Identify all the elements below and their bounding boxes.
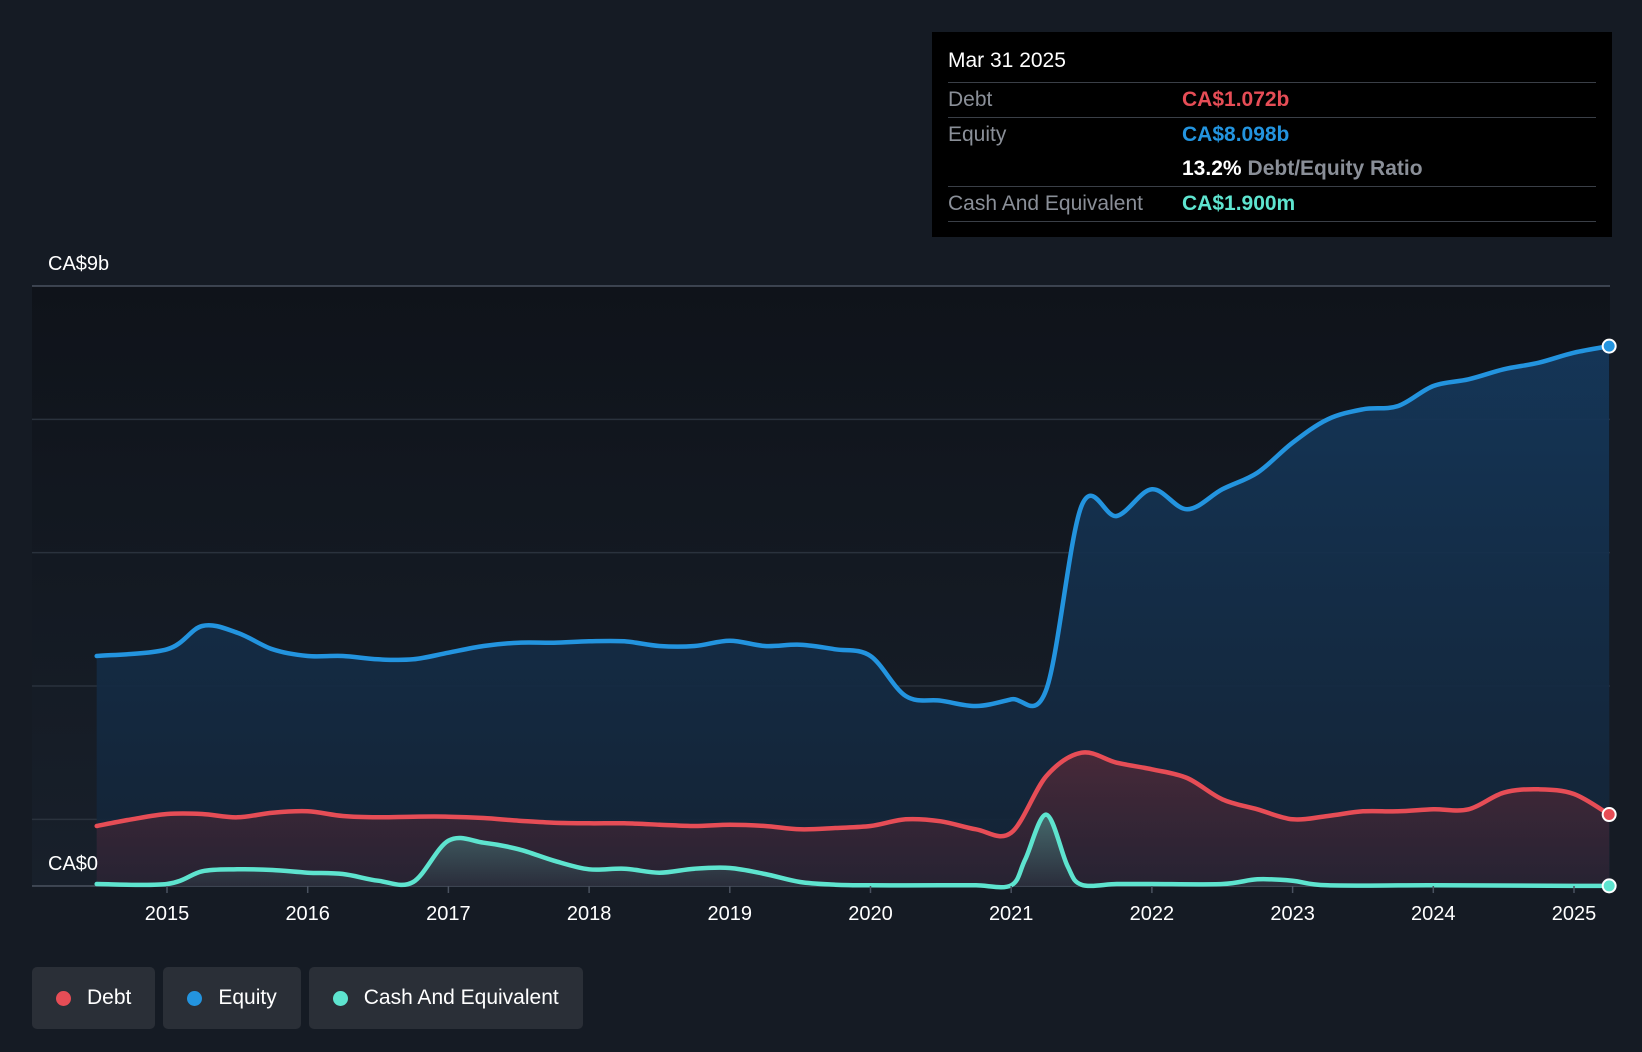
x-tick-label: 2024 xyxy=(1411,903,1456,925)
legend-item-debt[interactable]: Debt xyxy=(32,967,156,1029)
x-tick-label: 2017 xyxy=(426,903,471,925)
legend-cash-dot-icon xyxy=(332,990,348,1006)
tooltip-debt-row: Debt CA$1.072b xyxy=(948,82,1596,117)
tooltip-ratio-value: 13.2% xyxy=(1182,157,1242,180)
tooltip-debt-label: Debt xyxy=(948,88,993,111)
legend-equity-dot-icon xyxy=(187,990,203,1006)
y-axis-max-label: CA$9b xyxy=(48,253,109,275)
equity-area xyxy=(96,346,1610,887)
tooltip-date: Mar 31 2025 xyxy=(948,49,1066,72)
x-axis-ticks: 2015 2016 2017 2018 2019 2020 2021 2022 2023 2024… xyxy=(145,886,1597,925)
legend-debt-dot-icon xyxy=(56,990,71,1006)
legend-equity-label: Equity xyxy=(218,986,277,1009)
tooltip-cash-label: Cash And Equivalent xyxy=(948,192,1143,215)
legend-cash-label: Cash And Equivalent xyxy=(363,986,559,1009)
legend: Debt Equity Cash And Equivalent xyxy=(32,967,583,1029)
x-tick-label: 2022 xyxy=(1130,903,1175,925)
x-tick-label: 2015 xyxy=(145,903,190,925)
tooltip-equity-label: Equity xyxy=(948,123,1007,146)
x-tick-label: 2016 xyxy=(285,903,330,925)
legend-debt-label: Debt xyxy=(87,986,132,1009)
tooltip-ratio-label: Debt/Equity Ratio xyxy=(1247,157,1423,180)
tooltip-debt-value: CA$1.072b xyxy=(1182,88,1290,111)
legend-item-equity[interactable]: Equity xyxy=(163,967,301,1029)
cash-area xyxy=(96,814,1610,888)
series-end-markers xyxy=(1601,338,1617,894)
equity-line xyxy=(94,343,1612,709)
x-tick-label: 2019 xyxy=(708,903,753,925)
cash-end-marker[interactable] xyxy=(1601,878,1617,894)
legend-item-cash[interactable]: Cash And Equivalent xyxy=(308,967,583,1029)
x-tick-label: 2020 xyxy=(848,903,893,925)
y-axis-min-label: CA$0 xyxy=(48,853,98,875)
tooltip-cash-row: Cash And Equivalent CA$1.900m xyxy=(948,186,1596,222)
x-tick-label: 2023 xyxy=(1270,903,1315,925)
equity-end-marker[interactable] xyxy=(1601,338,1617,354)
tooltip: Mar 31 2025 Debt CA$1.072b Equity CA$8.0… xyxy=(932,32,1612,237)
x-tick-label: 2021 xyxy=(989,903,1034,925)
cash-line xyxy=(94,812,1612,890)
tooltip-equity-value: CA$8.098b xyxy=(1182,123,1290,146)
series-areas xyxy=(96,346,1610,888)
tooltip-equity-row: Equity CA$8.098b xyxy=(948,117,1596,152)
tooltip-cash-value: CA$1.900m xyxy=(1182,192,1296,215)
x-tick-label: 2018 xyxy=(567,903,612,925)
tooltip-ratio-row: 13.2% Debt/Equity Ratio xyxy=(948,152,1596,186)
series-lines xyxy=(94,343,1612,890)
debt-end-marker[interactable] xyxy=(1601,807,1617,823)
x-tick-label: 2025 xyxy=(1552,903,1597,925)
debt-line xyxy=(94,750,1612,839)
